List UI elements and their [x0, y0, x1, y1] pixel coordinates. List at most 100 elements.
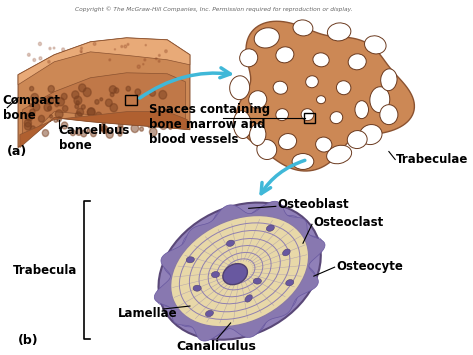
Circle shape	[158, 60, 160, 62]
Ellipse shape	[370, 87, 390, 113]
Ellipse shape	[279, 133, 297, 149]
Circle shape	[44, 103, 51, 111]
Ellipse shape	[250, 124, 266, 146]
Text: Canaliculus: Canaliculus	[176, 340, 256, 354]
Text: Cancellous
bone: Cancellous bone	[59, 124, 130, 152]
Ellipse shape	[292, 153, 314, 169]
Circle shape	[77, 108, 84, 116]
Circle shape	[54, 118, 58, 122]
Circle shape	[81, 105, 85, 109]
Circle shape	[100, 124, 106, 131]
Circle shape	[61, 93, 67, 100]
Circle shape	[156, 117, 159, 121]
Circle shape	[83, 88, 91, 97]
Text: Trabecula: Trabecula	[12, 264, 77, 277]
Ellipse shape	[286, 279, 294, 286]
Circle shape	[131, 124, 139, 132]
Circle shape	[114, 88, 119, 93]
Text: Trabeculae: Trabeculae	[396, 153, 468, 166]
Circle shape	[135, 89, 140, 95]
Circle shape	[62, 105, 68, 111]
Circle shape	[95, 100, 99, 104]
Circle shape	[30, 86, 34, 91]
Ellipse shape	[301, 109, 314, 121]
Ellipse shape	[273, 81, 288, 94]
Circle shape	[48, 60, 50, 63]
Ellipse shape	[230, 76, 250, 100]
Circle shape	[79, 84, 86, 92]
Circle shape	[26, 113, 33, 121]
Circle shape	[127, 43, 129, 45]
Circle shape	[48, 106, 52, 110]
Ellipse shape	[257, 140, 277, 159]
Circle shape	[61, 122, 68, 129]
Circle shape	[50, 115, 53, 118]
Circle shape	[105, 99, 112, 106]
Text: Compact
bone: Compact bone	[3, 94, 61, 122]
Text: (b): (b)	[18, 334, 39, 347]
Circle shape	[104, 129, 107, 132]
Text: Osteoclast: Osteoclast	[314, 216, 384, 229]
Circle shape	[53, 47, 55, 49]
Ellipse shape	[245, 295, 253, 302]
Ellipse shape	[293, 20, 313, 36]
Circle shape	[70, 130, 76, 136]
Circle shape	[88, 108, 95, 116]
Circle shape	[123, 114, 127, 119]
Circle shape	[30, 126, 35, 132]
Ellipse shape	[240, 49, 258, 67]
Circle shape	[149, 90, 156, 96]
Circle shape	[31, 93, 38, 102]
Circle shape	[118, 123, 123, 127]
Circle shape	[33, 59, 35, 61]
Circle shape	[29, 104, 32, 107]
Circle shape	[110, 104, 117, 112]
Circle shape	[88, 108, 95, 116]
Circle shape	[30, 109, 35, 115]
Circle shape	[118, 132, 122, 136]
Circle shape	[147, 120, 150, 124]
Circle shape	[57, 98, 64, 106]
Circle shape	[114, 114, 121, 121]
Circle shape	[148, 123, 152, 128]
Circle shape	[143, 64, 144, 65]
Circle shape	[117, 126, 124, 133]
Circle shape	[164, 111, 167, 116]
Polygon shape	[18, 38, 190, 85]
Circle shape	[39, 57, 42, 60]
Ellipse shape	[283, 249, 290, 256]
Circle shape	[101, 126, 105, 131]
Circle shape	[38, 42, 42, 45]
Ellipse shape	[193, 285, 201, 291]
Circle shape	[114, 49, 115, 50]
Circle shape	[81, 52, 82, 53]
Circle shape	[124, 45, 127, 48]
Circle shape	[102, 120, 105, 124]
Ellipse shape	[276, 109, 289, 121]
Ellipse shape	[336, 81, 351, 95]
Circle shape	[121, 45, 123, 48]
Circle shape	[80, 50, 82, 52]
Ellipse shape	[330, 111, 343, 124]
Circle shape	[119, 115, 123, 120]
Circle shape	[72, 91, 79, 99]
Circle shape	[110, 92, 114, 97]
Circle shape	[80, 47, 82, 49]
Circle shape	[24, 119, 32, 127]
Ellipse shape	[249, 91, 267, 109]
Ellipse shape	[313, 53, 329, 67]
Circle shape	[57, 117, 61, 122]
Circle shape	[81, 130, 87, 137]
Circle shape	[144, 59, 146, 61]
Ellipse shape	[233, 111, 252, 138]
Polygon shape	[23, 73, 185, 143]
Circle shape	[109, 59, 111, 61]
Ellipse shape	[276, 47, 294, 63]
Circle shape	[102, 126, 108, 133]
Text: Copyright © The McGraw-Hill Companies, Inc. Permission required for reproduction: Copyright © The McGraw-Hill Companies, I…	[75, 6, 352, 12]
Ellipse shape	[316, 96, 325, 104]
Circle shape	[159, 91, 166, 99]
Text: Lamellae: Lamellae	[118, 306, 177, 320]
Circle shape	[46, 96, 54, 104]
Ellipse shape	[348, 54, 366, 70]
